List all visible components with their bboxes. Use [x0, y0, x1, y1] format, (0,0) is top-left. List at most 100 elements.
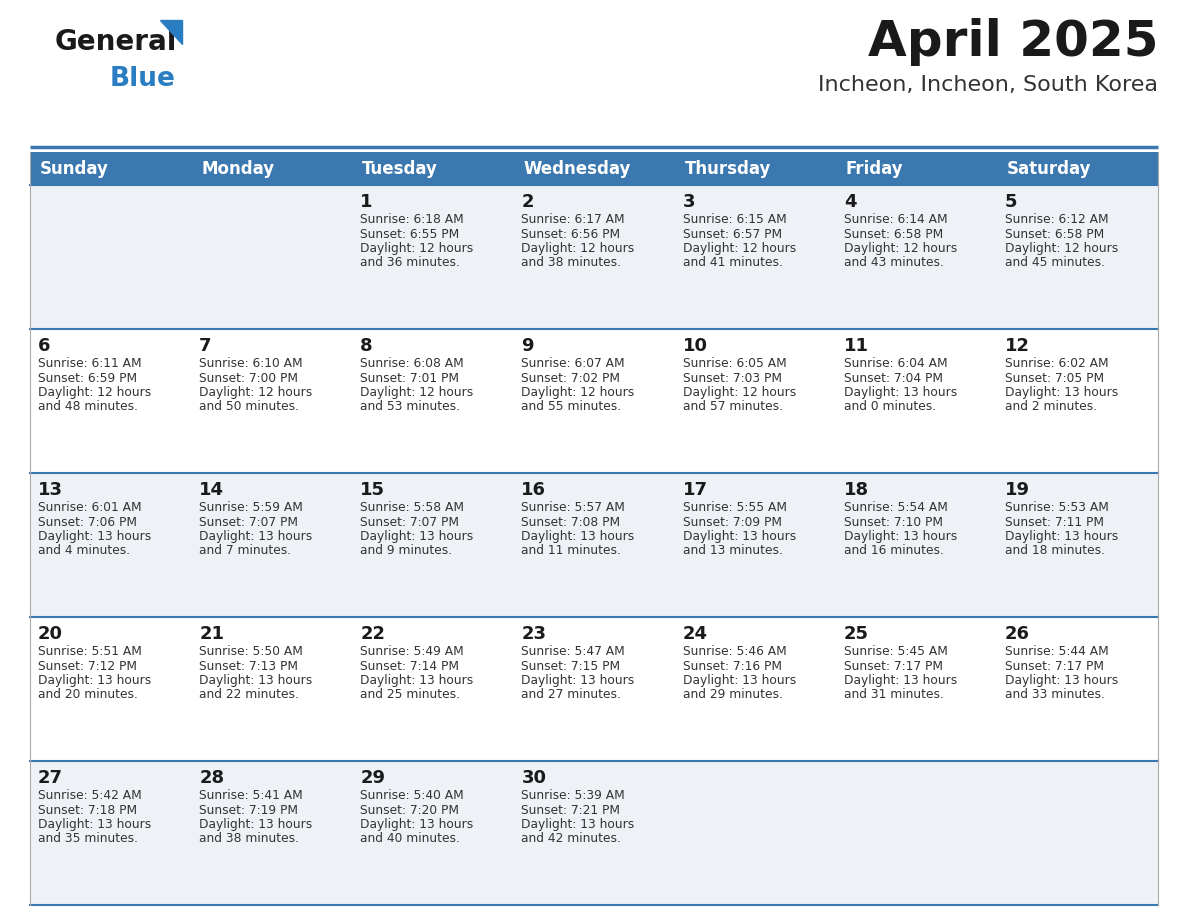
Text: Sunset: 7:13 PM: Sunset: 7:13 PM	[200, 659, 298, 673]
Text: Incheon, Incheon, South Korea: Incheon, Incheon, South Korea	[819, 75, 1158, 95]
Text: Daylight: 13 hours: Daylight: 13 hours	[360, 530, 474, 543]
Text: 7: 7	[200, 337, 211, 355]
Bar	[30, 473, 1158, 617]
Text: Daylight: 13 hours: Daylight: 13 hours	[843, 530, 958, 543]
Text: Sunrise: 5:40 AM: Sunrise: 5:40 AM	[360, 789, 465, 802]
Text: Sunrise: 5:51 AM: Sunrise: 5:51 AM	[38, 645, 141, 658]
Text: Tuesday: Tuesday	[362, 160, 438, 177]
Text: Sunrise: 6:10 AM: Sunrise: 6:10 AM	[200, 357, 303, 370]
Text: and 11 minutes.: and 11 minutes.	[522, 544, 621, 557]
Text: Sunset: 6:58 PM: Sunset: 6:58 PM	[1005, 228, 1104, 241]
Text: and 45 minutes.: and 45 minutes.	[1005, 256, 1105, 270]
Text: General: General	[55, 28, 177, 56]
Text: and 9 minutes.: and 9 minutes.	[360, 544, 453, 557]
Text: and 43 minutes.: and 43 minutes.	[843, 256, 943, 270]
Text: 21: 21	[200, 625, 225, 643]
Text: 8: 8	[360, 337, 373, 355]
Text: Sunrise: 5:45 AM: Sunrise: 5:45 AM	[843, 645, 948, 658]
Text: Daylight: 13 hours: Daylight: 13 hours	[1005, 530, 1118, 543]
Text: and 33 minutes.: and 33 minutes.	[1005, 688, 1105, 701]
Text: 26: 26	[1005, 625, 1030, 643]
Text: Sunset: 6:58 PM: Sunset: 6:58 PM	[843, 228, 943, 241]
Text: Sunset: 7:16 PM: Sunset: 7:16 PM	[683, 659, 782, 673]
Text: and 36 minutes.: and 36 minutes.	[360, 256, 460, 270]
Text: Sunrise: 5:55 AM: Sunrise: 5:55 AM	[683, 501, 786, 514]
Text: and 20 minutes.: and 20 minutes.	[38, 688, 138, 701]
Text: and 48 minutes.: and 48 minutes.	[38, 400, 138, 413]
Text: Sunset: 7:06 PM: Sunset: 7:06 PM	[38, 516, 137, 529]
Text: Daylight: 13 hours: Daylight: 13 hours	[522, 674, 634, 687]
Text: and 27 minutes.: and 27 minutes.	[522, 688, 621, 701]
Text: Sunset: 7:07 PM: Sunset: 7:07 PM	[360, 516, 460, 529]
Text: Sunrise: 6:18 AM: Sunrise: 6:18 AM	[360, 213, 465, 226]
Text: and 0 minutes.: and 0 minutes.	[843, 400, 936, 413]
Text: Sunset: 6:56 PM: Sunset: 6:56 PM	[522, 228, 620, 241]
Text: Daylight: 13 hours: Daylight: 13 hours	[200, 674, 312, 687]
Text: and 40 minutes.: and 40 minutes.	[360, 833, 460, 845]
Text: Sunrise: 6:04 AM: Sunrise: 6:04 AM	[843, 357, 947, 370]
Text: Sunrise: 6:14 AM: Sunrise: 6:14 AM	[843, 213, 947, 226]
Text: Sunset: 7:14 PM: Sunset: 7:14 PM	[360, 659, 460, 673]
Text: 3: 3	[683, 193, 695, 211]
Text: 23: 23	[522, 625, 546, 643]
Text: Sunset: 7:00 PM: Sunset: 7:00 PM	[200, 372, 298, 385]
Text: Sunrise: 5:47 AM: Sunrise: 5:47 AM	[522, 645, 625, 658]
Text: and 2 minutes.: and 2 minutes.	[1005, 400, 1097, 413]
Text: and 57 minutes.: and 57 minutes.	[683, 400, 783, 413]
Text: Daylight: 13 hours: Daylight: 13 hours	[683, 530, 796, 543]
Text: Sunrise: 6:01 AM: Sunrise: 6:01 AM	[38, 501, 141, 514]
Text: April 2025: April 2025	[867, 18, 1158, 66]
Text: and 29 minutes.: and 29 minutes.	[683, 688, 783, 701]
Text: 24: 24	[683, 625, 708, 643]
Text: Sunrise: 5:58 AM: Sunrise: 5:58 AM	[360, 501, 465, 514]
Text: 28: 28	[200, 769, 225, 787]
Text: and 22 minutes.: and 22 minutes.	[200, 688, 299, 701]
Text: 5: 5	[1005, 193, 1017, 211]
Text: Daylight: 12 hours: Daylight: 12 hours	[1005, 242, 1118, 255]
Text: and 7 minutes.: and 7 minutes.	[200, 544, 291, 557]
Text: Daylight: 13 hours: Daylight: 13 hours	[683, 674, 796, 687]
Polygon shape	[160, 20, 182, 44]
Text: Daylight: 12 hours: Daylight: 12 hours	[683, 386, 796, 399]
Text: Daylight: 12 hours: Daylight: 12 hours	[200, 386, 312, 399]
Text: Sunset: 6:57 PM: Sunset: 6:57 PM	[683, 228, 782, 241]
Text: 20: 20	[38, 625, 63, 643]
Text: 9: 9	[522, 337, 533, 355]
Text: Daylight: 13 hours: Daylight: 13 hours	[200, 818, 312, 831]
Text: 29: 29	[360, 769, 385, 787]
Text: Daylight: 12 hours: Daylight: 12 hours	[683, 242, 796, 255]
Text: 18: 18	[843, 481, 868, 499]
Text: Sunrise: 5:44 AM: Sunrise: 5:44 AM	[1005, 645, 1108, 658]
Text: 10: 10	[683, 337, 708, 355]
Text: Daylight: 13 hours: Daylight: 13 hours	[38, 674, 151, 687]
Text: Sunrise: 6:05 AM: Sunrise: 6:05 AM	[683, 357, 786, 370]
Text: Sunset: 7:05 PM: Sunset: 7:05 PM	[1005, 372, 1104, 385]
Text: and 25 minutes.: and 25 minutes.	[360, 688, 460, 701]
Text: Sunrise: 5:54 AM: Sunrise: 5:54 AM	[843, 501, 948, 514]
Bar	[30, 329, 1158, 473]
Text: and 41 minutes.: and 41 minutes.	[683, 256, 783, 270]
Text: and 42 minutes.: and 42 minutes.	[522, 833, 621, 845]
Text: Monday: Monday	[201, 160, 274, 177]
Bar	[30, 185, 1158, 329]
Text: and 38 minutes.: and 38 minutes.	[200, 833, 299, 845]
Text: Sunrise: 6:07 AM: Sunrise: 6:07 AM	[522, 357, 625, 370]
Text: Sunset: 7:10 PM: Sunset: 7:10 PM	[843, 516, 943, 529]
Text: Friday: Friday	[846, 160, 903, 177]
Text: Daylight: 12 hours: Daylight: 12 hours	[843, 242, 958, 255]
Bar	[30, 761, 1158, 905]
Text: Sunset: 7:09 PM: Sunset: 7:09 PM	[683, 516, 782, 529]
Text: and 35 minutes.: and 35 minutes.	[38, 833, 138, 845]
Text: 22: 22	[360, 625, 385, 643]
Bar	[30, 152, 1158, 185]
Text: Daylight: 13 hours: Daylight: 13 hours	[843, 386, 958, 399]
Text: Daylight: 12 hours: Daylight: 12 hours	[522, 386, 634, 399]
Text: Wednesday: Wednesday	[524, 160, 631, 177]
Text: Daylight: 13 hours: Daylight: 13 hours	[200, 530, 312, 543]
Text: 19: 19	[1005, 481, 1030, 499]
Text: Sunset: 7:21 PM: Sunset: 7:21 PM	[522, 803, 620, 816]
Text: and 13 minutes.: and 13 minutes.	[683, 544, 783, 557]
Text: and 18 minutes.: and 18 minutes.	[1005, 544, 1105, 557]
Text: Sunrise: 6:12 AM: Sunrise: 6:12 AM	[1005, 213, 1108, 226]
Text: Sunrise: 5:42 AM: Sunrise: 5:42 AM	[38, 789, 141, 802]
